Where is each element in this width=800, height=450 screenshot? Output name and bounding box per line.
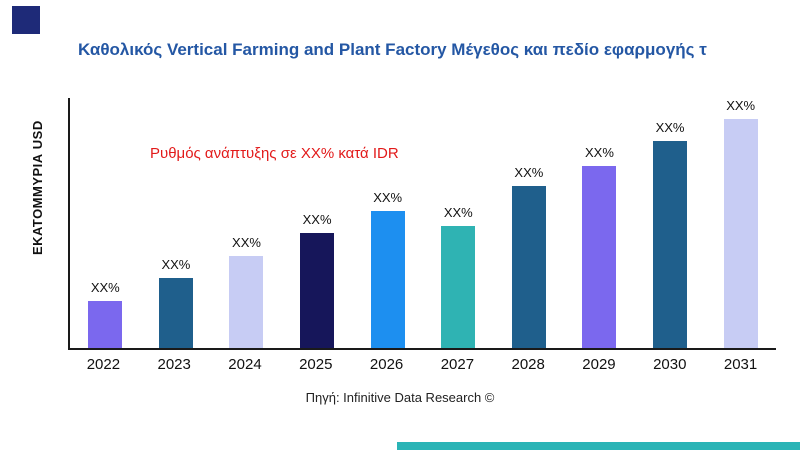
bar-2025 [300,233,335,348]
bar-label-2028: XX% [514,164,544,180]
plot-area: XX% XX% XX% XX% XX% XX% XX% XX% XX% XX% [68,98,776,350]
bar-label-2026: XX% [373,189,403,205]
x-tick-2030: 2030 [653,356,687,373]
bar-column-2031: XX% [706,98,776,348]
bar-2031 [723,119,758,348]
bar-column-2025: XX% [282,98,352,348]
bar-label-2027: XX% [443,204,473,220]
x-tick-2027: 2027 [440,356,475,373]
x-tick-2028: 2028 [511,356,545,373]
bar-column-2028: XX% [494,98,564,348]
bars: XX% XX% XX% XX% XX% XX% XX% XX% XX% XX% [70,98,776,348]
bar-label-2025: XX% [302,212,332,227]
bar-2023 [158,278,193,348]
x-tick-2029: 2029 [582,356,616,373]
bar-column-2030: XX% [635,98,705,348]
x-tick-2022: 2022 [86,356,121,373]
x-tick-2025: 2025 [299,356,333,373]
x-tick-2026: 2026 [369,356,404,373]
bar-column-2024: XX% [211,98,281,348]
bar-column-2029: XX% [564,98,634,348]
bar-label-2023: XX% [161,257,191,272]
bar-2030 [653,140,688,348]
bar-column-2027: XX% [423,98,493,348]
x-axis-ticks: 2022 2023 2024 2025 2026 2027 2028 2029 2030 2031 [68,356,776,373]
bar-label-2030: XX% [655,119,685,135]
chart-title: Καθολικός Vertical Farming and Plant Fac… [78,40,707,59]
source-attribution: Πηγή: Infinitive Data Research © [305,390,495,405]
y-axis-label: ΕΚΑΤΟΜΜΥΡΙΑ USD [30,120,45,255]
bar-column-2022: XX% [70,98,140,348]
bar-label-2022: XX% [90,279,120,295]
x-tick-2023: 2023 [157,356,191,373]
x-tick-2031: 2031 [723,356,758,373]
bar-2024 [229,255,264,348]
brand-corner-square [12,6,40,34]
bar-label-2031: XX% [726,98,756,113]
bar-label-2024: XX% [232,234,261,250]
bar-2026 [370,210,405,348]
bar-2028 [511,185,546,348]
brand-bottom-strip [397,442,800,450]
bar-2022 [88,300,123,348]
x-tick-2024: 2024 [228,356,262,373]
bar-column-2026: XX% [353,98,423,348]
bar-2029 [582,165,617,348]
bar-label-2029: XX% [585,144,614,160]
bar-column-2023: XX% [141,98,211,348]
growth-rate-annotation: Ρυθμός ανάπτυξης σε XX% κατά IDR [150,145,399,162]
bar-2027 [441,225,476,348]
